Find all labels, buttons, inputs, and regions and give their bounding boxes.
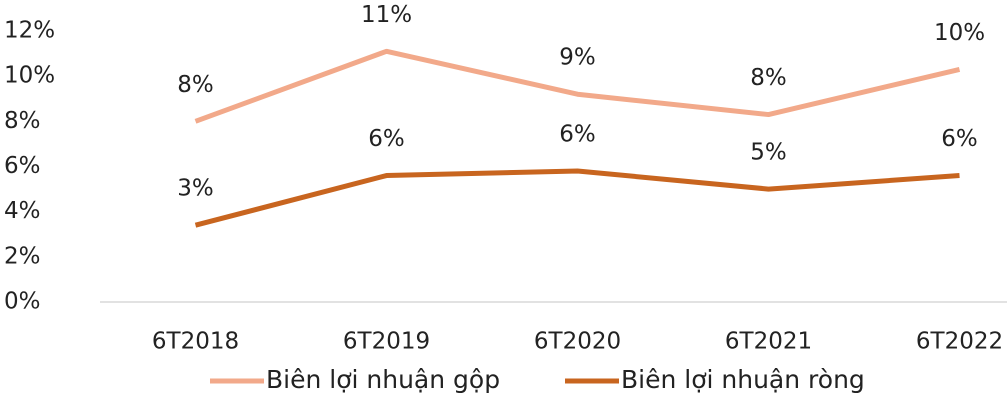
x-tick-label: 6T2018 [152,329,239,355]
data-label: 6% [559,122,596,148]
legend-label: Biên lợi nhuận gộp [266,365,500,394]
data-label: 11% [361,2,412,28]
legend-label: Biên lợi nhuận ròng [621,365,865,394]
data-label: 6% [368,126,405,152]
data-label: 9% [559,45,596,71]
series-line [194,168,960,228]
y-tick-label: 8% [4,108,41,134]
data-label: 3% [177,176,214,202]
y-tick-label: 4% [4,198,41,224]
data-label: 6% [941,126,978,152]
data-label: 8% [750,65,787,91]
y-tick-label: 2% [4,243,41,269]
x-tick-label: 6T2019 [343,329,430,355]
data-label: 8% [177,72,214,98]
x-tick-label: 6T2020 [534,329,621,355]
series-line [194,48,961,124]
y-tick-label: 0% [4,289,41,315]
y-tick-label: 10% [4,63,55,89]
data-label: 10% [934,20,985,46]
y-tick-label: 6% [4,153,41,179]
x-tick-label: 6T2021 [725,329,812,355]
data-label: 5% [750,140,787,166]
y-tick-label: 12% [4,18,55,44]
x-tick-label: 6T2022 [916,329,1003,355]
